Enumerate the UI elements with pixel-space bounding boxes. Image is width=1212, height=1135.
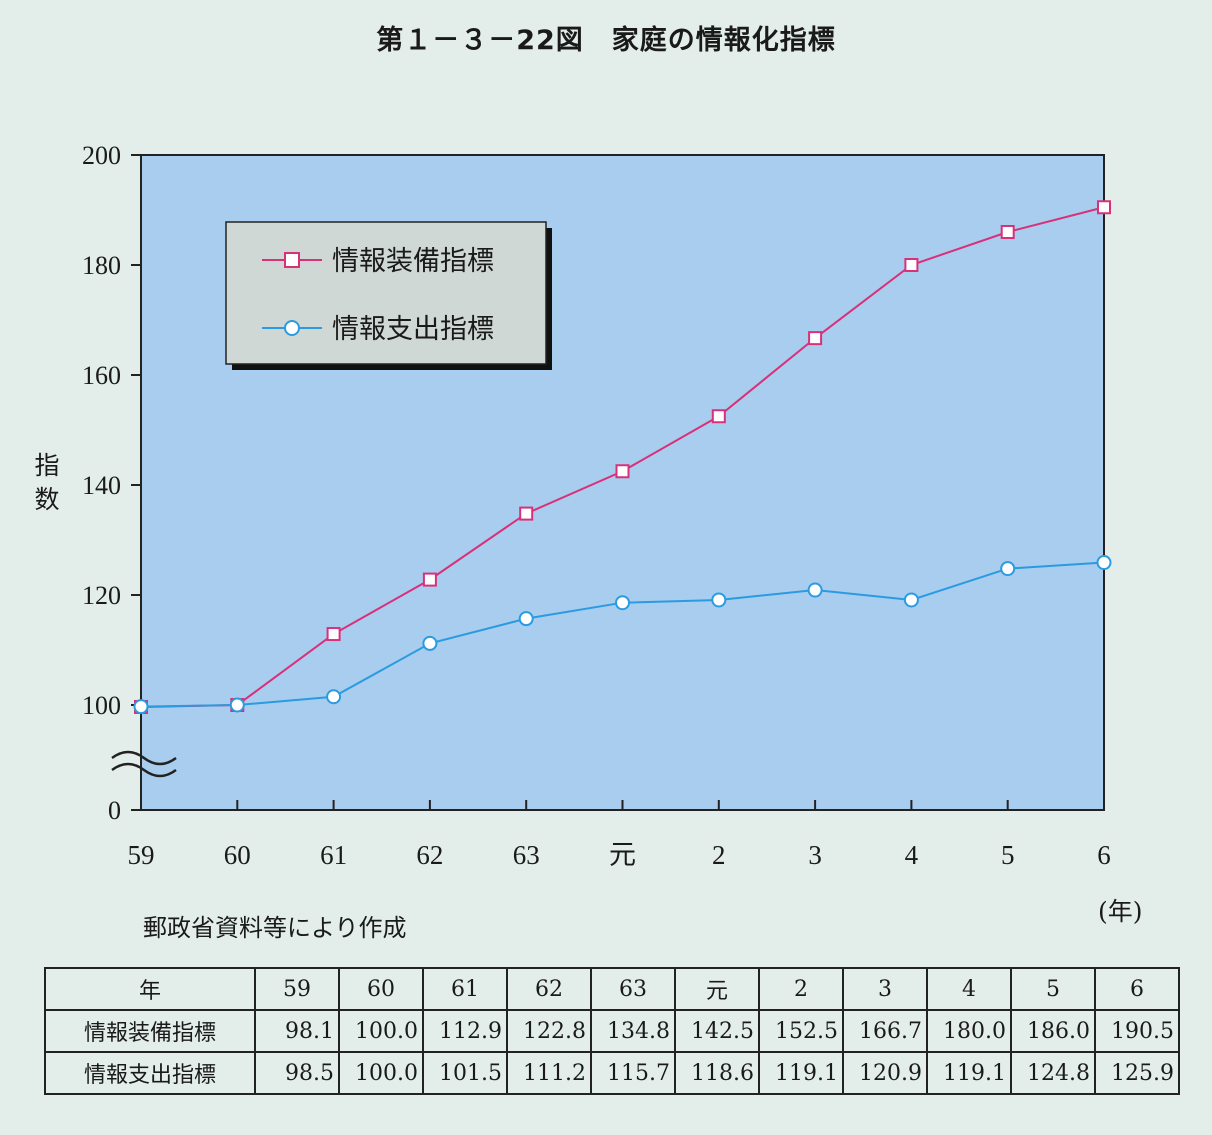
table-header-row: 年 59 60 61 62 63 元 2 3 4 5 6 bbox=[44, 967, 1180, 1011]
x-tick-label: 63 bbox=[513, 840, 540, 870]
table-year-cell: 3 bbox=[842, 967, 928, 1011]
data-point-expenditure bbox=[903, 592, 919, 608]
table-cell: 124.8 bbox=[1010, 1051, 1096, 1095]
x-unit-label: (年) bbox=[1098, 897, 1143, 926]
table-cell: 98.1 bbox=[254, 1009, 340, 1053]
x-tick-label: 62 bbox=[416, 840, 443, 870]
y-axis-label-char-2: 数 bbox=[34, 486, 59, 514]
legend-label-expenditure: 情報支出指標 bbox=[332, 314, 494, 345]
table-year-cell: 2 bbox=[758, 967, 844, 1011]
y-tick-label: 180 bbox=[82, 251, 121, 280]
y-tick-label: 200 bbox=[82, 141, 121, 170]
table-year-cell: 59 bbox=[254, 967, 340, 1011]
table-cell: 186.0 bbox=[1010, 1009, 1096, 1053]
x-tick-label: 60 bbox=[224, 840, 251, 870]
x-tick-label: 59 bbox=[128, 840, 155, 870]
data-point-equipment bbox=[808, 331, 823, 346]
data-point-equipment bbox=[711, 409, 726, 424]
table-cell: 101.5 bbox=[422, 1051, 508, 1095]
table-year-cell: 60 bbox=[338, 967, 424, 1011]
table-row: 情報装備指標 98.1 100.0 112.9 122.8 134.8 142.… bbox=[44, 1009, 1180, 1053]
table-cell: 134.8 bbox=[590, 1009, 676, 1053]
table-cell: 118.6 bbox=[674, 1051, 760, 1095]
data-point-expenditure bbox=[807, 582, 823, 598]
chart-title: 第１－３－22図 家庭の情報化指標 bbox=[376, 25, 836, 56]
data-point-expenditure bbox=[1096, 555, 1112, 571]
data-point-expenditure bbox=[1000, 561, 1016, 577]
table-cell: 166.7 bbox=[842, 1009, 928, 1053]
data-point-expenditure bbox=[711, 592, 727, 608]
table-cell: 120.9 bbox=[842, 1051, 928, 1095]
table-row: 情報支出指標 98.5 100.0 101.5 111.2 115.7 118.… bbox=[44, 1051, 1180, 1095]
table-cell: 180.0 bbox=[926, 1009, 1012, 1053]
x-tick-label: 61 bbox=[320, 840, 347, 870]
y-axis: 0 100 120 140 160 180 200 bbox=[82, 141, 141, 825]
table-cell: 190.5 bbox=[1094, 1009, 1180, 1053]
data-point-expenditure bbox=[615, 595, 630, 611]
x-tick-label: 6 bbox=[1097, 840, 1111, 870]
table-cell: 125.9 bbox=[1094, 1051, 1180, 1095]
legend-marker-expenditure bbox=[284, 320, 300, 336]
y-tick-label: 160 bbox=[82, 361, 121, 390]
x-axis: 59 60 61 62 63 元 2 3 4 5 6 bbox=[128, 800, 1111, 870]
y-tick-label: 0 bbox=[108, 796, 121, 825]
data-point-expenditure bbox=[518, 611, 534, 627]
table-year-cell: 6 bbox=[1094, 967, 1180, 1011]
legend: 情報装備指標 情報支出指標 bbox=[225, 221, 552, 370]
y-tick-label: 140 bbox=[82, 471, 121, 500]
y-tick-label: 100 bbox=[82, 691, 121, 720]
data-point-expenditure bbox=[326, 689, 342, 705]
table-cell: 115.7 bbox=[590, 1051, 676, 1095]
table-row-label: 情報装備指標 bbox=[44, 1009, 256, 1053]
table-cell: 119.1 bbox=[758, 1051, 844, 1095]
data-point-expenditure bbox=[133, 699, 149, 715]
x-tick-label: 4 bbox=[905, 840, 919, 870]
table-cell: 142.5 bbox=[674, 1009, 760, 1053]
table-header-year: 年 bbox=[44, 967, 256, 1011]
table-cell: 112.9 bbox=[422, 1009, 508, 1053]
table-year-cell: 61 bbox=[422, 967, 508, 1011]
table-cell: 122.8 bbox=[506, 1009, 592, 1053]
table-row-label: 情報支出指標 bbox=[44, 1051, 256, 1095]
table-cell: 119.1 bbox=[926, 1051, 1012, 1095]
data-point-equipment bbox=[1097, 200, 1111, 215]
line-chart: 0 100 120 140 160 180 200 59 60 61 62 63 元 2 3 4 5 6 指 数… bbox=[34, 141, 1112, 870]
data-table: 年 59 60 61 62 63 元 2 3 4 5 6 情報装備指標 98.1… bbox=[44, 967, 1180, 1095]
series-layer bbox=[133, 200, 1112, 715]
x-tick-label: 元 bbox=[609, 840, 636, 870]
table-year-cell: 62 bbox=[506, 967, 592, 1011]
table-year-cell: 4 bbox=[926, 967, 1012, 1011]
data-point-equipment bbox=[519, 506, 534, 521]
x-tick-label: 3 bbox=[808, 840, 822, 870]
data-point-expenditure bbox=[422, 635, 438, 651]
x-tick-label: 2 bbox=[712, 840, 726, 870]
table-cell: 111.2 bbox=[506, 1051, 592, 1095]
table-cell: 100.0 bbox=[338, 1009, 424, 1053]
table-cell: 152.5 bbox=[758, 1009, 844, 1053]
data-point-equipment bbox=[422, 572, 437, 587]
source-note: 郵政省資料等により作成 bbox=[143, 914, 407, 942]
x-tick-label: 5 bbox=[1001, 840, 1015, 870]
data-point-equipment bbox=[615, 464, 630, 479]
data-point-equipment bbox=[326, 627, 341, 642]
data-point-expenditure bbox=[229, 697, 245, 713]
legend-marker-equipment bbox=[284, 252, 300, 268]
table-year-cell: 元 bbox=[674, 967, 760, 1011]
table-year-cell: 63 bbox=[590, 967, 676, 1011]
data-point-equipment bbox=[1000, 225, 1015, 239]
table-year-cell: 5 bbox=[1010, 967, 1096, 1011]
data-point-equipment bbox=[904, 258, 919, 272]
table-cell: 100.0 bbox=[338, 1051, 424, 1095]
table-cell: 98.5 bbox=[254, 1051, 340, 1095]
y-axis-label-char-1: 指 bbox=[34, 452, 59, 480]
y-tick-label: 120 bbox=[82, 581, 121, 610]
legend-box bbox=[225, 221, 547, 365]
axis-break-mark bbox=[111, 750, 177, 778]
legend-label-equipment: 情報装備指標 bbox=[332, 246, 494, 277]
